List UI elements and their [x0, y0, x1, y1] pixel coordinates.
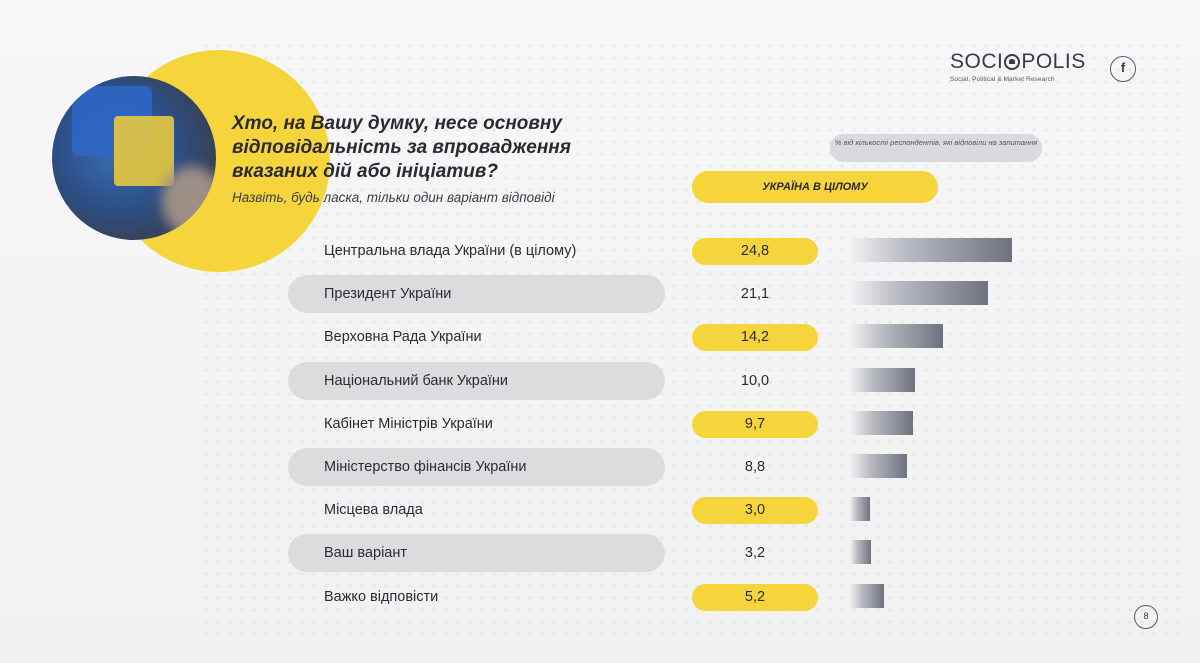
bar — [850, 281, 988, 306]
category-label: Міністерство фінансів України — [324, 459, 527, 475]
data-label: 3,0 — [744, 502, 766, 519]
bar — [850, 540, 871, 565]
bar — [850, 410, 913, 435]
chart-row: Важко відповісти 5,2 — [0, 578, 1200, 616]
row-label-background — [288, 448, 665, 486]
data-label: 5,2 — [744, 588, 766, 605]
data-label: 9,7 — [744, 415, 766, 432]
page-title: Хто, на Вашу думку, несе основну відпові… — [232, 113, 571, 182]
data-label: 3,2 — [744, 545, 766, 562]
chart-row: Президент України 21,1 — [0, 275, 1200, 314]
row-label-background — [288, 361, 665, 400]
logo-name-left: SOCI — [950, 50, 1004, 73]
row-label-background — [288, 534, 665, 573]
data-label: 14,2 — [740, 329, 770, 346]
chart-row: Місцева влада 3,0 — [0, 491, 1200, 529]
facebook-icon[interactable]: f — [1110, 56, 1136, 82]
page-subtitle: Назвіть, будь ласка, тільки один варіант… — [232, 190, 555, 205]
bar — [850, 367, 915, 392]
category-label: Центральна влада України (в цілому) — [324, 243, 577, 259]
category-label: Президент України — [324, 286, 452, 303]
category-label: Важко відповісти — [324, 588, 439, 605]
page-number: 8 — [1134, 605, 1158, 629]
category-label: Національний банк України — [324, 372, 509, 389]
bar — [850, 238, 1012, 262]
value-pill — [692, 324, 818, 352]
row-label-background — [288, 275, 665, 314]
sociopolis-logo[interactable]: SOCI POLIS Social, Political & Market Re… — [950, 50, 1100, 83]
value-pill — [692, 497, 818, 525]
category-label: Ваш варіант — [324, 545, 407, 562]
data-label: 21,1 — [740, 286, 770, 303]
chart-row: Центральна влада України (в цілому) 24,8 — [0, 232, 1200, 270]
category-label: Верховна Рада України — [324, 329, 482, 346]
chart-row: Ваш варіант 3,2 — [0, 534, 1200, 573]
value-pill — [692, 583, 818, 611]
value-pill — [692, 410, 818, 438]
category-label: Кабінет Міністрів України — [324, 415, 493, 432]
data-label: 10,0 — [740, 372, 770, 389]
bar — [850, 497, 870, 522]
data-label: 24,8 — [740, 243, 770, 259]
photo-blur-shape — [162, 166, 216, 236]
note-pill: % від кількості респондентів, які відпов… — [830, 134, 1042, 162]
chart-row: Верховна Рада України 14,2 — [0, 318, 1200, 356]
chart-row: Кабінет Міністрів України 9,7 — [0, 405, 1200, 443]
logo-name-right: POLIS — [1021, 50, 1086, 73]
bar — [850, 583, 884, 608]
chart-row: Міністерство фінансів України 8,8 — [0, 448, 1200, 486]
data-label: 8,8 — [744, 459, 766, 475]
bar — [850, 454, 907, 478]
protest-photo — [52, 76, 216, 240]
logo-tagline: Social, Political & Market Research — [950, 76, 1055, 83]
logo-wordmark: SOCI POLIS — [950, 50, 1100, 74]
flag-yellow-shape — [114, 116, 174, 186]
category-label: Місцева влада — [324, 502, 423, 519]
bar — [850, 324, 943, 349]
value-pill — [692, 238, 818, 265]
column-header: УКРАЇНА В ЦІЛОМУ — [692, 171, 938, 203]
chart-row: Національний банк України 10,0 — [0, 361, 1200, 400]
logo-mark-icon — [1004, 54, 1021, 70]
